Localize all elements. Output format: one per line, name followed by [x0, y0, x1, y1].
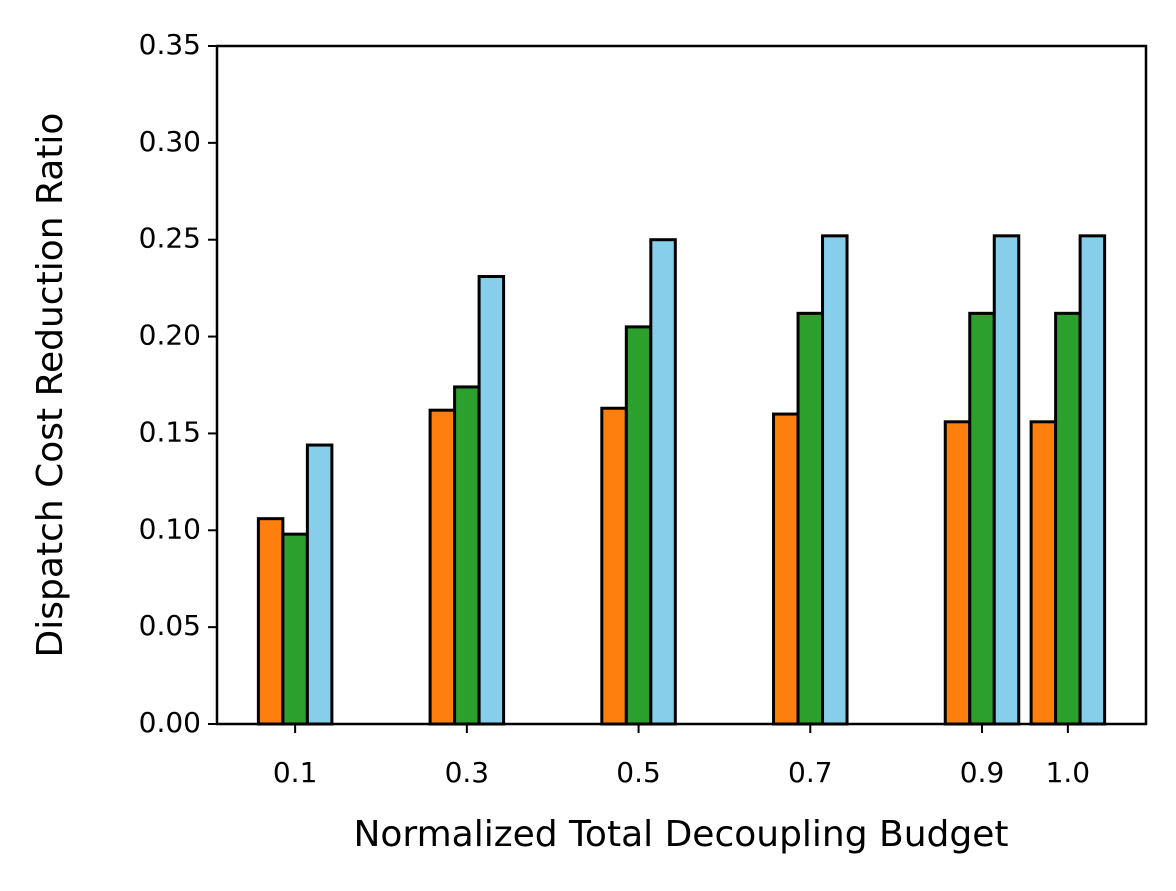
y-tick-label: 0.20 — [139, 319, 201, 352]
y-axis-label: Dispatch Cost Reduction Ratio — [30, 113, 71, 658]
bar — [992, 234, 1021, 726]
x-tick-label: 0.5 — [616, 756, 661, 789]
bar — [453, 385, 481, 726]
bar — [1029, 420, 1058, 726]
y-tick-label: 0.30 — [139, 125, 201, 158]
y-tick-label: 0.35 — [139, 28, 201, 61]
bar — [256, 517, 285, 726]
bar — [772, 412, 800, 726]
y-tick-label: 0.25 — [139, 222, 201, 255]
x-tick-label: 0.1 — [273, 756, 318, 789]
bar — [600, 406, 628, 726]
bar — [649, 238, 677, 726]
bar — [943, 420, 972, 726]
bar — [305, 443, 334, 726]
bar — [821, 234, 849, 726]
plot-frame — [215, 44, 1148, 726]
x-tick-label: 0.3 — [445, 756, 490, 789]
y-tick-label: 0.05 — [139, 609, 201, 642]
bar — [1054, 311, 1082, 726]
x-tick-label: 0.9 — [960, 756, 1005, 789]
bar — [1078, 234, 1107, 726]
x-tick-label: 0.7 — [788, 756, 833, 789]
y-tick-label: 0.10 — [139, 512, 201, 545]
bar — [796, 311, 825, 726]
x-axis-label: Normalized Total Decoupling Budget — [353, 814, 1008, 855]
y-tick-label: 0.00 — [139, 706, 201, 739]
bar — [968, 311, 996, 726]
bar — [281, 532, 309, 726]
bar — [428, 408, 457, 726]
bar — [477, 275, 506, 726]
x-tick-label: 1.0 — [1046, 756, 1091, 789]
bar — [624, 325, 653, 726]
y-tick-label: 0.15 — [139, 415, 201, 448]
